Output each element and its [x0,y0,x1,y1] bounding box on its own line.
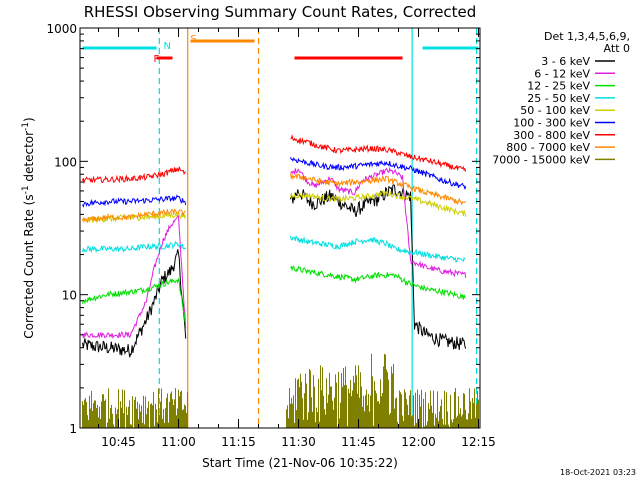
x-tick-label: 11:15 [221,435,256,449]
legend-header-line1: Det 1,3,4,5,6,9, [544,30,630,43]
y-axis-label: Corrected Count Rate (s-1 detector-1) [21,117,36,338]
x-tick-label: 12:15 [461,435,496,449]
footer-timestamp: 18-Oct-2021 03:23 [560,468,636,477]
series-line-300-800kev [290,133,467,172]
annotations: NF S [154,34,197,65]
legend-label: 3 - 6 keV [541,55,590,68]
series-line-100-300kev [82,194,187,208]
y-axis: 1 10 100 1000 [46,22,480,436]
legend-label: 50 - 100 keV [520,104,590,117]
series-line-6-12kev [82,215,187,340]
legend-label: 100 - 300 keV [513,117,590,130]
series-line-25-50kev [82,240,187,254]
series-line-6-12kev [290,166,467,278]
series-line-300-800kev [82,166,187,185]
y-tick-label: 100 [54,155,77,169]
legend-label: 800 - 7000 keV [506,141,590,154]
legend-label: 12 - 25 keV [527,80,590,93]
annotation-s: S [190,34,196,45]
x-tick-label: 10:45 [101,435,136,449]
series-line-3-6kev [290,184,467,350]
y-tick-label: 1000 [46,22,77,36]
status-bars [82,39,479,60]
x-tick-label: 12:00 [401,435,436,449]
x-axis: 10:45 11:00 11:15 11:30 11:45 12:00 12:15 [98,28,496,449]
legend-header-line2: Att 0 [604,42,630,55]
legend-label: 6 - 12 keV [534,67,590,80]
interval-markers [158,28,478,428]
x-axis-label: Start Time (21-Nov-06 10:35:22) [202,456,398,470]
legend-label: 25 - 50 keV [527,92,590,105]
legend-label: 7000 - 15000 keV [492,153,590,166]
x-tick-label: 11:00 [161,435,196,449]
series-line-7000-15000-kev [82,353,479,428]
annotation-f: F [154,54,160,65]
series-line-12-25kev [290,264,466,300]
series-line-800-7000kev [82,208,186,223]
legend-label: 300 - 800 keV [513,129,590,142]
plot-frame [79,27,481,429]
y-tick-label: 1 [69,422,77,436]
chart-title: RHESSI Observing Summary Count Rates, Co… [84,3,477,21]
x-tick-label: 11:45 [341,435,376,449]
series-lines [82,133,479,428]
series-line-3-6kev [82,249,187,358]
series-line-50-100kev [290,189,467,217]
series-line-12-25kev [82,278,187,324]
annotation-n: N [164,41,171,52]
y-tick-label: 10 [62,289,77,303]
series-line-800-7000kev [290,172,467,206]
series-line-25-50kev [290,235,466,263]
x-tick-label: 11:30 [281,435,316,449]
series-line-100-300kev [290,157,467,190]
